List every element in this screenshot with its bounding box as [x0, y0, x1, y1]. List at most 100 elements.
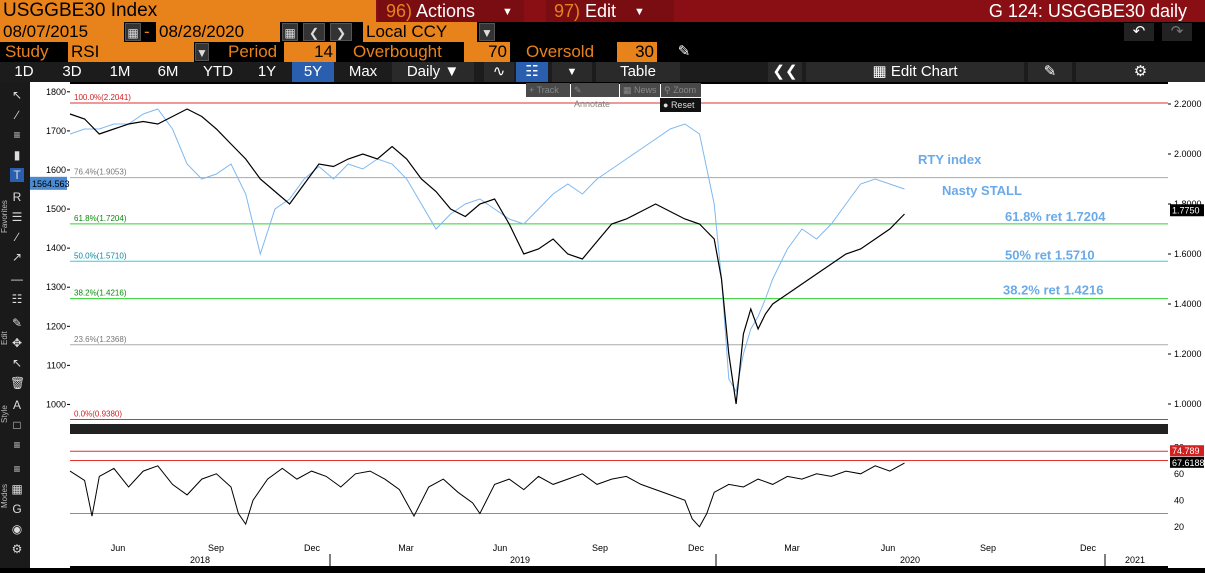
news-button[interactable]: ▦ News [620, 83, 660, 97]
rsi-plot-bg [70, 434, 1168, 540]
annotate-button[interactable]: ✎ Annotate [571, 83, 619, 109]
right-tick-label: 1.0000 [1174, 399, 1202, 409]
x-tick-label: Sep [592, 543, 608, 553]
hline-icon[interactable]: — [11, 272, 23, 286]
x-tick-label: Dec [304, 543, 321, 553]
price-chart[interactable]: 1000 1100 1200 1300 1400 1500 1600 1700 1800 1.00… [30, 82, 1205, 568]
zoom-button[interactable]: ⚲ Zoom [661, 83, 701, 97]
fib-level-label: 50.0%(1.5710) [74, 251, 127, 260]
font-icon[interactable]: A [12, 398, 21, 412]
track-label: Track [536, 85, 559, 95]
left-tick-label: 1200 [46, 321, 66, 331]
line-tool-icon[interactable]: ∕ [15, 108, 18, 122]
last-right-badge [1170, 204, 1204, 217]
cursor-icon[interactable]: ↖ [11, 88, 23, 102]
redo-icon[interactable]: ↷ [1162, 23, 1192, 41]
left-tick-label: 1400 [46, 243, 66, 253]
chevron-left-icon[interactable]: ❮ [303, 23, 325, 41]
period-label: Period [228, 42, 278, 61]
rsi-tick-label: 60 [1174, 469, 1184, 479]
collapse-icon[interactable]: ❮❮ [768, 62, 802, 82]
start-date-field[interactable]: 08/07/2015 [0, 22, 124, 42]
chevron-right-icon[interactable]: ❯ [330, 23, 352, 41]
palette-icon[interactable]: ◉ [11, 522, 23, 536]
chart-area[interactable]: 1000 1100 1200 1300 1400 1500 1600 1700 1800 1.00… [30, 82, 1205, 568]
range-button-max[interactable]: Max [348, 63, 378, 80]
fill-icon[interactable]: □ [13, 418, 21, 432]
edit-chart-label: Edit Chart [890, 63, 958, 80]
select-icon[interactable]: ↖ [11, 356, 23, 370]
x-year-label: 2021 [1125, 555, 1145, 565]
fib-level-label: 76.4%(1.9053) [74, 168, 127, 177]
range-button-5y[interactable]: 5Y [292, 62, 334, 82]
reset-button[interactable]: ● Reset [660, 98, 701, 112]
chevron-down-icon[interactable]: ▼ [195, 43, 209, 61]
table-button[interactable]: Table [596, 62, 680, 82]
rsi-last-badge-1 [1170, 445, 1204, 457]
range-button-1y[interactable]: 1Y [257, 63, 277, 80]
undo-icon[interactable]: ↶ [1124, 23, 1154, 41]
end-date-field[interactable]: 08/28/2020 [156, 22, 280, 42]
annotation-rty: RTY index [918, 152, 982, 167]
ticker-field[interactable]: USGGBE30 Index [0, 0, 376, 22]
range-button-1m[interactable]: 1M [109, 63, 131, 80]
fib-level-label: 100.0%(2.2041) [74, 93, 131, 102]
arrow-tool-icon[interactable]: ↗ [11, 250, 23, 264]
range-button-6m[interactable]: 6M [157, 63, 179, 80]
brush-icon[interactable]: ∕ [15, 230, 18, 244]
main-plot-bg [70, 84, 1168, 424]
channel-icon[interactable]: ≡ [13, 128, 21, 142]
oversold-value: 30 [635, 42, 654, 61]
left-tick-label: 1500 [46, 204, 66, 214]
x-tick-label: Jun [111, 543, 126, 553]
fib-icon[interactable]: ☰ [11, 210, 23, 224]
track-button[interactable]: + Track [526, 83, 570, 97]
modes-label: Modes [0, 484, 9, 509]
layout-icon[interactable]: ≡ [13, 462, 21, 476]
chevron-down-icon: ▼ [502, 6, 513, 18]
g-icon[interactable]: G [12, 502, 22, 516]
ruler-icon[interactable]: R [12, 190, 22, 204]
overbought-field[interactable]: 70 [464, 42, 510, 62]
calendar-icon[interactable]: ▦ [125, 23, 141, 41]
right-tick-label: 1.8000 [1174, 199, 1202, 209]
right-tick-label: 1.6000 [1174, 249, 1202, 259]
gear-icon[interactable]: ⚙ [1076, 62, 1205, 82]
study-select[interactable]: RSI [68, 42, 194, 62]
period-field[interactable]: 14 [284, 42, 336, 62]
range-button-ytd[interactable]: YTD [203, 63, 233, 80]
last-left-badge [30, 176, 67, 190]
range-button-3d[interactable]: 3D [62, 63, 82, 80]
pen-icon[interactable]: ✎ [677, 43, 691, 60]
range-button-1d[interactable]: 1D [14, 63, 34, 80]
actions-menu[interactable]: 96) Actions ▼ [378, 0, 524, 22]
rsi-last-label-2: 67.6188 [1172, 458, 1205, 468]
oversold-label: Oversold [526, 42, 595, 61]
overbought-value: 70 [488, 42, 507, 61]
text-tool-icon[interactable]: T [10, 168, 24, 182]
line-chart-icon[interactable]: ∿ [484, 62, 514, 82]
pattern-icon[interactable]: ▦ [11, 482, 23, 496]
window-title-text: G 124: USGGBE30 daily [988, 1, 1187, 21]
edit-pen-icon[interactable]: ✎ [11, 316, 23, 330]
bar-chart-icon[interactable]: ☷ [516, 62, 548, 82]
settings-icon[interactable]: ⚙ [11, 542, 23, 556]
line-style-icon[interactable]: ≡ [13, 438, 21, 452]
edit-chart-button[interactable]: ▦ Edit Chart [806, 62, 1024, 82]
frequency-text: Daily [406, 63, 441, 80]
fib-level-label: 61.8%(1.7204) [74, 214, 127, 223]
left-tick-label: 1300 [46, 282, 66, 292]
frequency-select[interactable]: Daily ▼ [392, 62, 474, 82]
trash-icon[interactable]: 🗑 [10, 376, 26, 390]
pencil-icon[interactable]: ✎ [1028, 62, 1072, 82]
chevron-down-icon[interactable]: ▼ [479, 23, 495, 41]
grid-icon[interactable]: ☷ [11, 292, 23, 306]
candle-icon[interactable]: ▮ [13, 148, 21, 162]
calendar-icon[interactable]: ▦ [282, 23, 298, 41]
edit-menu[interactable]: 97) Edit ▼ [546, 0, 674, 22]
move-icon[interactable]: ✥ [11, 336, 23, 350]
chevron-down-icon[interactable]: ▼ [552, 62, 592, 82]
currency-select[interactable]: Local CCY [363, 22, 477, 42]
rsi-tick-label: 40 [1174, 495, 1184, 505]
oversold-field[interactable]: 30 [617, 42, 657, 62]
